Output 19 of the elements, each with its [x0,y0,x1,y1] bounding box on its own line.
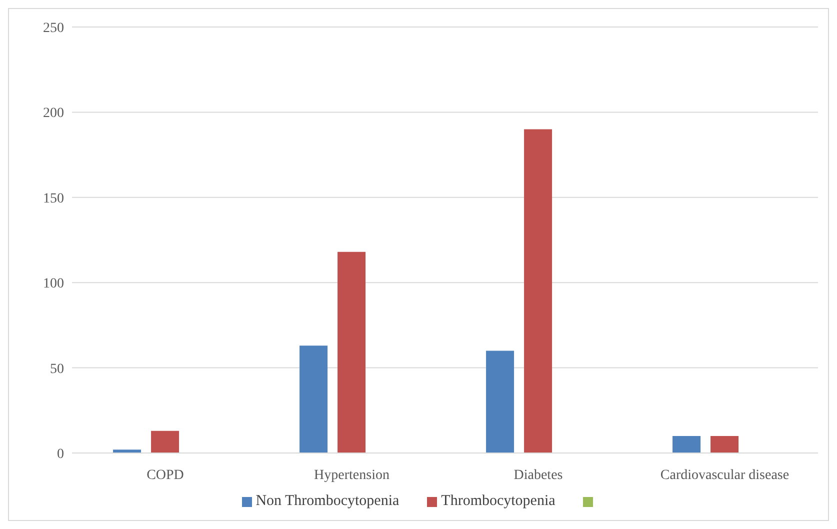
y-tick-label: 50 [50,362,64,377]
legend-label: Thrombocytopenia [441,493,556,510]
y-tick-label: 150 [43,191,64,206]
bar [300,346,328,453]
x-tick-label: Diabetes [514,468,563,483]
x-tick-label: COPD [146,468,184,483]
bar [710,436,739,453]
y-tick-label: 200 [43,106,64,122]
bar [151,430,180,453]
y-tick-label: 100 [43,276,64,292]
x-tick-label: Cardiovascular disease [660,468,790,483]
bar [338,252,366,453]
y-tick-label: 250 [43,20,64,36]
bar [486,350,514,453]
bar [524,129,552,453]
bar [672,436,701,453]
x-tick-label: Hypertension [314,468,390,483]
y-tick-label: 0 [57,446,64,462]
legend-label: Non Thrombocytopenia [256,493,400,510]
